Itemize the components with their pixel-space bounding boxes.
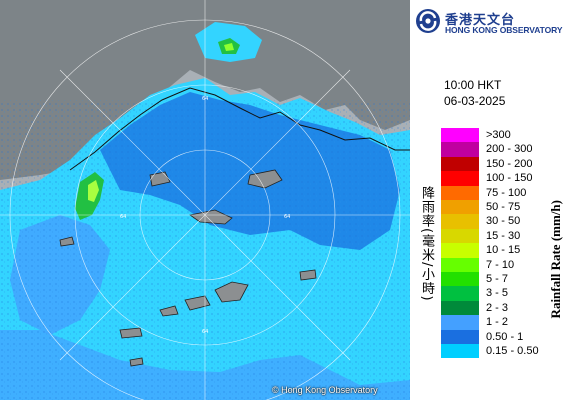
legend-swatch <box>441 128 479 143</box>
legend-label: 0.15 - 0.50 <box>486 345 539 357</box>
svg-text:64: 64 <box>202 329 208 335</box>
legend-swatch <box>441 185 479 200</box>
legend-label: 5 - 7 <box>486 273 509 285</box>
legend-title-zh: 降雨率(毫米/小時) <box>419 186 434 302</box>
legend-title-en: Rainfall Rate (mm/h) <box>548 200 563 319</box>
legend-swatch <box>441 228 479 244</box>
legend-label: 15 - 30 <box>486 229 521 242</box>
org-name-en: HONG KONG OBSERVATORY <box>445 25 563 35</box>
legend-label: 150 - 200 <box>486 157 533 170</box>
hko-logo-icon <box>416 9 440 33</box>
legend-label: 0.50 - 1 <box>486 330 524 343</box>
org-logo: 香港天文台 HONG KONG OBSERVATORY <box>415 8 577 38</box>
legend-swatch <box>441 243 479 258</box>
rain-core-lime-west <box>88 180 99 202</box>
copyright-text: © Hong Kong Observatory <box>272 385 378 395</box>
observation-date: 06-03-2025 <box>444 94 506 108</box>
radar-map: 64 64 64 64 <box>0 0 410 400</box>
legend-label: 3 - 5 <box>486 287 509 300</box>
rain-core-lime-north <box>224 43 234 51</box>
legend-label: 2 - 3 <box>486 301 509 314</box>
legend-swatch <box>441 214 479 229</box>
legend-label: >300 <box>486 129 511 141</box>
svg-text:64: 64 <box>202 96 208 102</box>
coastline <box>69 87 410 171</box>
legend-label: 30 - 50 <box>486 215 521 228</box>
legend-swatch <box>441 272 479 287</box>
org-name-zh: 香港天文台 <box>445 13 516 28</box>
range-rings <box>0 0 410 400</box>
legend-label: 1 - 2 <box>486 316 509 329</box>
range-ring-labels: 64 64 64 64 <box>120 96 290 335</box>
legend-label: 100 - 150 <box>486 172 533 185</box>
legend-swatch <box>441 300 479 316</box>
legend-swatch <box>441 257 479 272</box>
legend-label: 10 - 15 <box>486 244 521 257</box>
legend-swatch <box>441 286 479 301</box>
legend-swatch <box>441 315 479 330</box>
islands <box>59 169 317 367</box>
svg-text:64: 64 <box>120 214 126 220</box>
observation-time: 10:00 HKT <box>444 78 502 92</box>
legend-swatch <box>441 156 479 172</box>
legend-label: 200 - 300 <box>486 143 533 156</box>
legend-swatch <box>441 171 479 186</box>
legend-swatch <box>441 329 479 344</box>
svg-text:64: 64 <box>284 214 290 220</box>
legend-label: 50 - 75 <box>486 201 521 213</box>
legend-label: 7 - 10 <box>486 258 515 271</box>
legend-swatch <box>441 344 479 359</box>
legend-swatch <box>441 142 479 157</box>
legend-swatch <box>441 200 479 215</box>
legend-label: 75 - 100 <box>486 186 527 199</box>
